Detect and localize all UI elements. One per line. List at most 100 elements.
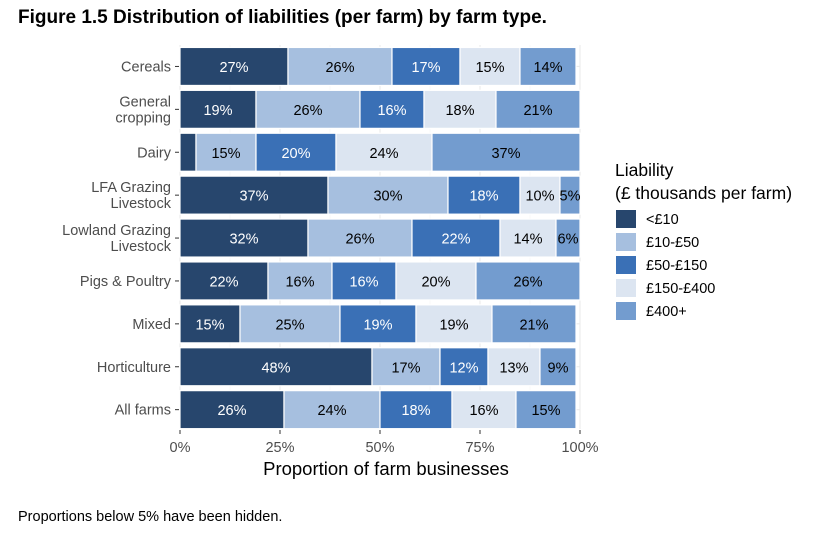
y-tick-label: LFA Grazing Livestock bbox=[91, 180, 172, 212]
bars bbox=[179, 46, 581, 430]
legend-entry: £10-£50 bbox=[646, 235, 699, 251]
bar-segment bbox=[519, 46, 577, 87]
y-tick-label-line: Lowland Grazing bbox=[62, 223, 171, 239]
bar-segment bbox=[371, 347, 441, 387]
bar-value-label: 9% bbox=[548, 360, 569, 376]
bar-value-label: 16% bbox=[349, 274, 378, 290]
bar-value-label: 37% bbox=[491, 146, 520, 162]
x-tick-label: 100% bbox=[561, 440, 598, 456]
bar-value-label: 32% bbox=[229, 232, 258, 248]
bar-segment bbox=[431, 132, 581, 172]
bar-segment bbox=[395, 261, 477, 301]
bar-value-label: 18% bbox=[445, 103, 474, 119]
bar-segment bbox=[515, 390, 577, 430]
bar-value-label: 24% bbox=[369, 146, 398, 162]
bar-segment bbox=[179, 347, 373, 387]
legend-title: Liability bbox=[615, 160, 674, 180]
bar-value-label: 22% bbox=[209, 274, 238, 290]
bar-segment bbox=[415, 304, 493, 344]
x-axis-title: Proportion of farm businesses bbox=[263, 458, 509, 479]
bar-value-label: 19% bbox=[363, 317, 392, 333]
bar-segment bbox=[423, 89, 497, 129]
bar-value-label: 37% bbox=[239, 189, 268, 205]
y-tick-label-line: General bbox=[119, 94, 171, 110]
bar-segment bbox=[555, 218, 581, 258]
bar-segment bbox=[559, 175, 581, 215]
bar-value-label: 20% bbox=[421, 274, 450, 290]
y-axis: Cereals General cropping Dairy LFA Grazing Li… bbox=[62, 59, 179, 419]
legend-entry: £50-£150 bbox=[646, 258, 707, 274]
bar-segment bbox=[487, 347, 541, 387]
y-tick-label: Dairy bbox=[137, 145, 172, 161]
bar-value-label: 15% bbox=[211, 146, 240, 162]
bar-value-labels: 27% 26% 17% 15% 14% 19% 26% 16% 18% 21% 15% 20% 24% 3… bbox=[195, 60, 580, 419]
bar-segment bbox=[475, 261, 581, 301]
bar-value-label: 12% bbox=[449, 360, 478, 376]
y-tick-label: Cereals bbox=[121, 59, 171, 75]
bar-value-label: 15% bbox=[195, 317, 224, 333]
x-tick-label: 25% bbox=[265, 440, 294, 456]
y-tick-label-line: Livestock bbox=[111, 196, 172, 212]
bar-segment bbox=[179, 132, 197, 172]
legend-entry: £150-£400 bbox=[646, 281, 715, 297]
bar-value-label: 16% bbox=[469, 403, 498, 419]
bar-segment bbox=[391, 46, 461, 87]
bar-segment bbox=[491, 304, 577, 344]
bar-segment bbox=[179, 218, 309, 258]
legend-swatch bbox=[616, 210, 636, 228]
legend-swatch bbox=[616, 233, 636, 251]
bar-value-label: 17% bbox=[391, 360, 420, 376]
bar-segment bbox=[255, 89, 361, 129]
bar-segment bbox=[459, 46, 521, 87]
bar-value-label: 19% bbox=[439, 317, 468, 333]
bar-value-label: 21% bbox=[523, 103, 552, 119]
bar-value-label: 22% bbox=[441, 232, 470, 248]
bar-segment bbox=[267, 261, 333, 301]
bar-segment bbox=[283, 390, 381, 430]
x-tick-label: 0% bbox=[170, 440, 191, 456]
bar-value-label: 30% bbox=[373, 189, 402, 205]
y-tick-label: Pigs & Poultry bbox=[80, 274, 172, 290]
bar-segment bbox=[335, 132, 433, 172]
bar-value-label: 18% bbox=[401, 403, 430, 419]
y-tick-label: Mixed bbox=[132, 317, 171, 333]
bar-segment bbox=[239, 304, 341, 344]
bar-segment bbox=[195, 132, 257, 172]
bar-value-label: 10% bbox=[525, 189, 554, 205]
y-tick-label: General cropping bbox=[115, 94, 171, 126]
bar-value-label: 13% bbox=[499, 360, 528, 376]
y-tick-label-line: Livestock bbox=[111, 239, 172, 255]
bar-value-label: 17% bbox=[411, 60, 440, 76]
y-tick-label-line: cropping bbox=[115, 110, 171, 126]
bar-value-label: 15% bbox=[475, 60, 504, 76]
bar-value-label: 24% bbox=[317, 403, 346, 419]
bar-value-label: 25% bbox=[275, 317, 304, 333]
y-tick-label: Lowland Grazing Livestock bbox=[62, 223, 172, 255]
bar-segment bbox=[495, 89, 581, 129]
bar-segment bbox=[327, 175, 449, 215]
bar-value-label: 18% bbox=[469, 189, 498, 205]
legend-entry: <£10 bbox=[646, 212, 679, 228]
bar-value-label: 26% bbox=[345, 232, 374, 248]
bar-value-label: 19% bbox=[203, 103, 232, 119]
bar-value-label: 26% bbox=[513, 274, 542, 290]
legend-swatch bbox=[616, 302, 636, 320]
bar-value-label: 16% bbox=[285, 274, 314, 290]
bar-value-label: 14% bbox=[513, 232, 542, 248]
bar-value-label: 26% bbox=[293, 103, 322, 119]
bar-segment bbox=[499, 218, 557, 258]
legend: Liability (£ thousands per farm) <£10 £10-£… bbox=[615, 160, 792, 320]
figure-title: Figure 1.5 Distribution of liabilities (… bbox=[18, 7, 547, 28]
bar-value-label: 14% bbox=[533, 60, 562, 76]
bar-segment bbox=[411, 218, 501, 258]
x-tick-label: 50% bbox=[365, 440, 394, 456]
x-tick-label: 75% bbox=[465, 440, 494, 456]
legend-swatch bbox=[616, 256, 636, 274]
bar-segment bbox=[519, 175, 561, 215]
legend-entry: £400+ bbox=[646, 304, 687, 320]
bar-segment bbox=[179, 390, 285, 430]
bar-value-label: 6% bbox=[558, 232, 579, 248]
y-tick-label: All farms bbox=[115, 403, 171, 419]
bar-value-label: 5% bbox=[560, 189, 581, 205]
